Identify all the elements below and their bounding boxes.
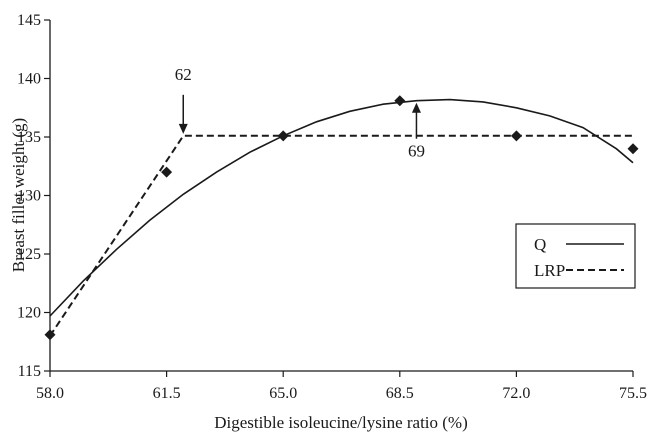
- data-point-marker: [627, 143, 639, 155]
- y-axis-title: Breast fillet weight (g): [9, 118, 28, 272]
- series-q-line: [49, 98, 634, 317]
- plot-area: 115 120 125 130 135 140 145 58.0 61.5 65.0 68.5 72…: [17, 12, 647, 402]
- x-axis-ticks: 58.0 61.5 65.0 68.5 72.0 75.5: [36, 371, 647, 402]
- observed-points: [44, 95, 639, 341]
- x-tick-label: 75.5: [619, 385, 647, 402]
- x-tick-label: 72.0: [502, 385, 530, 402]
- x-tick-label: 65.0: [269, 385, 297, 402]
- annotation-label: 62: [175, 65, 192, 84]
- y-axis-ticks: 115 120 125 130 135 140 145: [17, 12, 50, 380]
- y-tick-label: 125: [17, 246, 41, 263]
- data-point-marker: [277, 130, 289, 142]
- legend-label-q: Q: [534, 235, 546, 254]
- y-tick-label: 140: [17, 71, 41, 88]
- data-point-marker: [394, 95, 406, 107]
- annotation-arrow-head: [178, 123, 188, 134]
- annotation-label: 69: [408, 142, 425, 161]
- data-point-marker: [161, 166, 173, 178]
- x-tick-label: 68.5: [386, 385, 414, 402]
- annotation-arrow-head: [411, 102, 421, 113]
- y-tick-label: 115: [18, 363, 41, 380]
- x-tick-label: 58.0: [36, 385, 64, 402]
- y-tick-label: 145: [17, 12, 41, 29]
- y-tick-label: 130: [17, 188, 41, 205]
- annotations: 62 69: [175, 65, 425, 161]
- data-point-marker: [44, 329, 56, 341]
- y-tick-label: 120: [17, 305, 41, 322]
- data-point-marker: [510, 130, 522, 142]
- legend-label-lrp: LRP: [534, 261, 565, 280]
- series-lrp-line: [49, 134, 633, 337]
- legend: Q LRP: [515, 223, 636, 289]
- x-axis-title: Digestible isoleucine/lysine ratio (%): [214, 413, 468, 432]
- legend-box: [515, 223, 636, 289]
- y-tick-label: 135: [17, 129, 41, 146]
- x-tick-label: 61.5: [153, 385, 181, 402]
- series-layer: [49, 98, 634, 337]
